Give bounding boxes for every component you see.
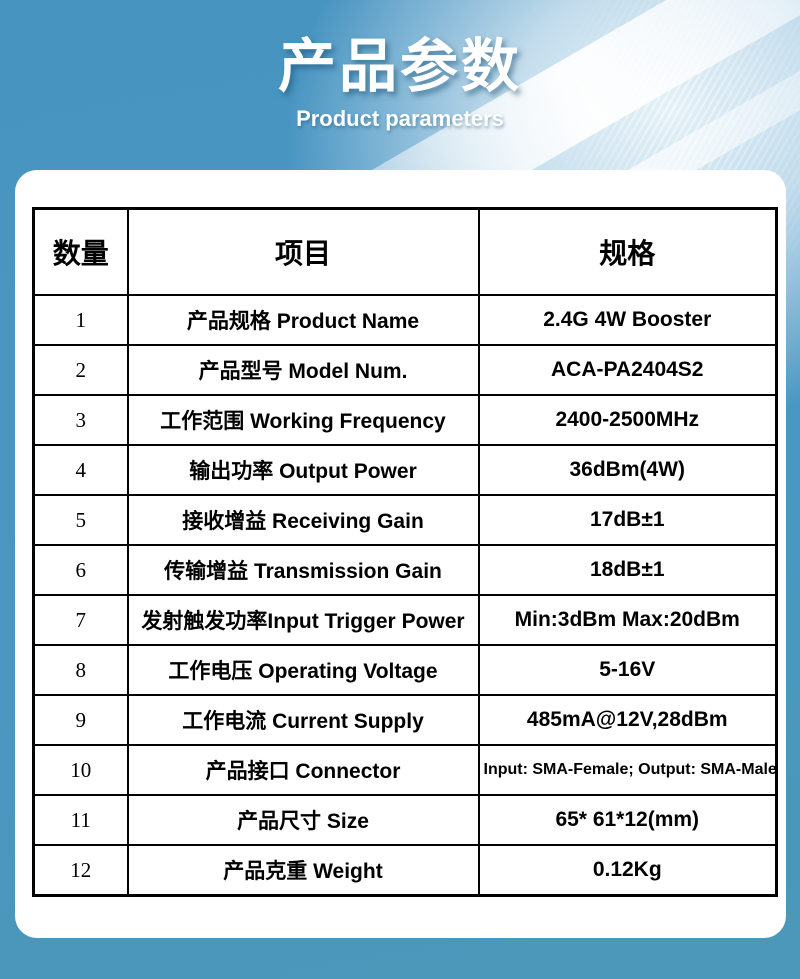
spec-cell: 5-16V	[477, 644, 778, 696]
table-row: 11 产品尺寸 Size 65* 61*12(mm)	[32, 794, 778, 846]
item-cell: 传输增益 Transmission Gain	[126, 544, 480, 596]
table-row: 1 产品规格 Product Name 2.4G 4W Booster	[32, 294, 778, 346]
qty-cell: 2	[32, 344, 129, 396]
qty-cell: 4	[32, 444, 129, 496]
table-row: 9 工作电流 Current Supply 485mA@12V,28dBm	[32, 694, 778, 746]
spec-cell: 2400-2500MHz	[477, 394, 778, 446]
page-title: 产品参数	[277, 34, 522, 99]
spec-cell: 36dBm(4W)	[477, 444, 778, 496]
table-row: 10 产品接口 Connector Input: SMA-Female; Out…	[32, 744, 778, 796]
page-subtitle: Product parameters	[296, 105, 504, 131]
item-cell: 输出功率 Output Power	[126, 444, 480, 496]
qty-cell: 8	[32, 644, 129, 696]
spec-cell: ACA-PA2404S2	[477, 344, 778, 396]
table-row: 8 工作电压 Operating Voltage 5-16V	[32, 644, 778, 696]
spec-cell: 18dB±1	[477, 544, 778, 596]
page-header: 产品参数 Product parameters	[0, 0, 800, 132]
table-row: 6 传输增益 Transmission Gain 18dB±1	[32, 544, 778, 596]
table-row: 4 输出功率 Output Power 36dBm(4W)	[32, 444, 778, 496]
col-header-item: 项目	[126, 207, 480, 296]
item-cell: 接收增益 Receiving Gain	[126, 494, 480, 546]
item-cell: 产品型号 Model Num.	[126, 344, 480, 396]
spec-cell: 65* 61*12(mm)	[477, 794, 778, 846]
table-row: 5 接收增益 Receiving Gain 17dB±1	[32, 494, 778, 546]
spec-cell: Min:3dBm Max:20dBm	[477, 594, 778, 646]
qty-cell: 9	[32, 694, 129, 746]
spec-cell: 17dB±1	[477, 494, 778, 546]
spec-card: 数量 项目 规格 1 产品规格 Product Name 2.4G 4W Boo…	[15, 170, 786, 938]
item-cell: 工作电流 Current Supply	[126, 694, 480, 746]
item-cell: 发射触发功率Input Trigger Power	[126, 594, 480, 646]
item-cell: 工作电压 Operating Voltage	[126, 644, 480, 696]
item-cell: 产品接口 Connector	[126, 744, 480, 796]
spec-cell: Input: SMA-Female; Output: SMA-Male	[477, 744, 778, 796]
col-header-spec: 规格	[477, 207, 778, 296]
table-row: 3 工作范围 Working Frequency 2400-2500MHz	[32, 394, 778, 446]
table-header-row: 数量 项目 规格	[32, 207, 778, 296]
qty-cell: 12	[32, 844, 129, 897]
table-row: 12 产品克重 Weight 0.12Kg	[32, 844, 778, 897]
qty-cell: 7	[32, 594, 129, 646]
spec-cell: 485mA@12V,28dBm	[477, 694, 778, 746]
qty-cell: 1	[32, 294, 129, 346]
qty-cell: 6	[32, 544, 129, 596]
spec-cell: 2.4G 4W Booster	[477, 294, 778, 346]
item-cell: 产品克重 Weight	[126, 844, 480, 897]
spec-table: 数量 项目 规格 1 产品规格 Product Name 2.4G 4W Boo…	[32, 207, 778, 897]
item-cell: 产品规格 Product Name	[126, 294, 480, 346]
table-row: 2 产品型号 Model Num. ACA-PA2404S2	[32, 344, 778, 396]
qty-cell: 3	[32, 394, 129, 446]
col-header-quantity: 数量	[32, 207, 129, 296]
item-cell: 产品尺寸 Size	[126, 794, 480, 846]
spec-cell: 0.12Kg	[477, 844, 778, 897]
qty-cell: 11	[32, 794, 129, 846]
item-cell: 工作范围 Working Frequency	[126, 394, 480, 446]
qty-cell: 10	[32, 744, 129, 796]
qty-cell: 5	[32, 494, 129, 546]
table-row: 7 发射触发功率Input Trigger Power Min:3dBm Max…	[32, 594, 778, 646]
